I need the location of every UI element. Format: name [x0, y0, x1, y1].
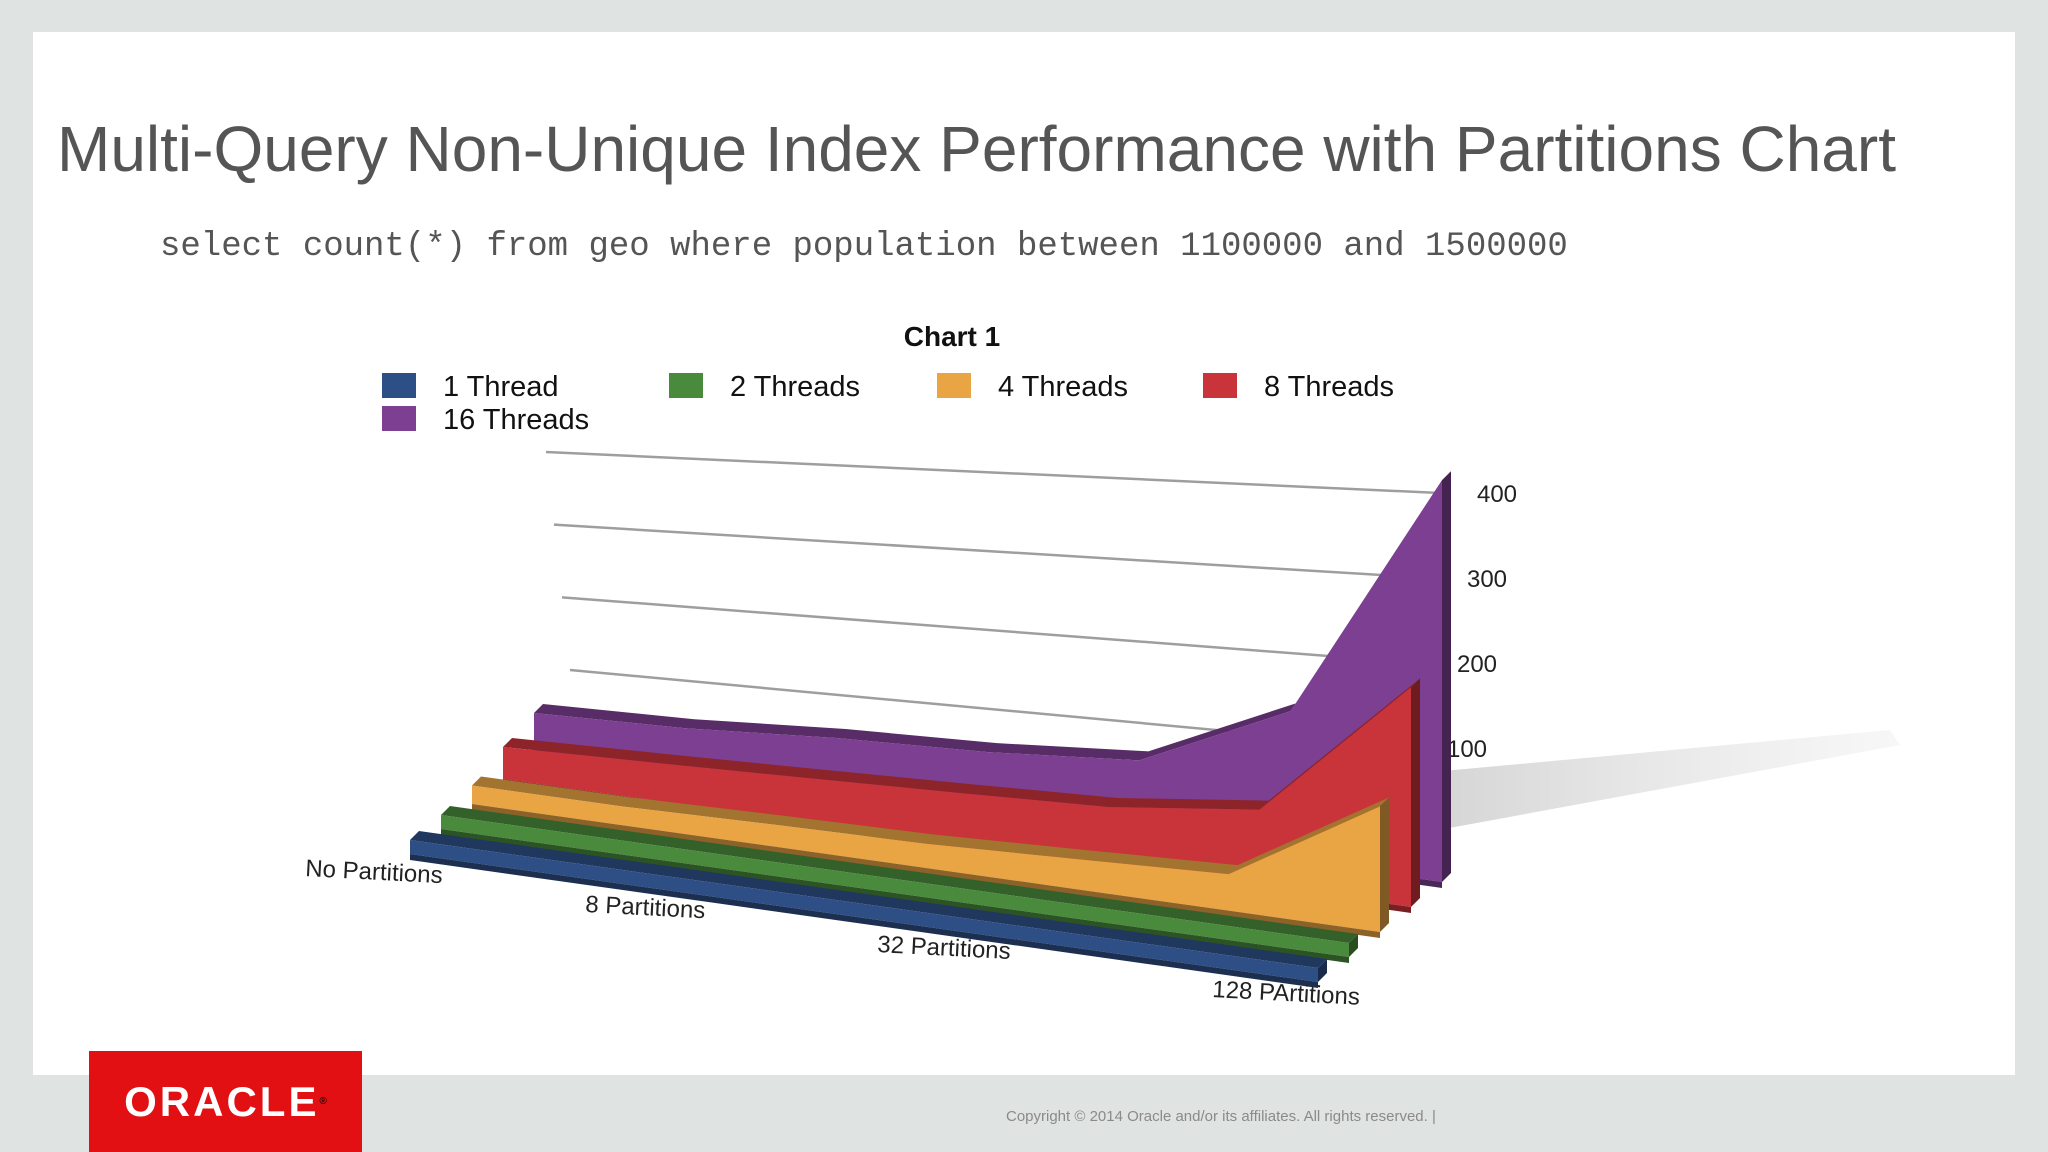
copyright-text: Copyright © 2014 Oracle and/or its affil…	[1006, 1108, 1436, 1125]
registered-mark: ®	[319, 1096, 327, 1107]
series-end-face	[1318, 959, 1327, 982]
series-4-threads	[472, 776, 1389, 938]
series-end-face	[1349, 934, 1358, 957]
category-label: 128 PArtitions	[1212, 976, 1361, 1011]
series-end-face	[1411, 678, 1420, 907]
series-edge	[441, 829, 1349, 963]
category-label: 8 Partitions	[585, 891, 706, 924]
series-cap	[441, 806, 1358, 943]
series-1-thread	[410, 831, 1327, 988]
query-text: select count(*) from geo where populatio…	[160, 228, 1568, 266]
chart-series	[410, 471, 1451, 988]
series-cap	[410, 831, 1327, 968]
legend-swatch	[382, 373, 416, 398]
gridline	[553, 523, 1431, 580]
legend-label: 16 Threads	[443, 404, 589, 436]
oracle-logo-text: ORACLE	[124, 1077, 320, 1125]
legend-label: 2 Threads	[730, 371, 860, 403]
series-cap	[503, 678, 1420, 810]
oracle-logo: ORACLE ®	[89, 1051, 362, 1152]
legend-swatch	[382, 406, 416, 431]
tick-label: 300	[1467, 566, 1507, 593]
series-2-threads	[441, 806, 1358, 963]
tick-label: 400	[1477, 481, 1517, 508]
series-area	[441, 815, 1349, 957]
category-label: No Partitions	[305, 855, 444, 889]
series-area	[410, 840, 1318, 982]
legend-label: 1 Thread	[443, 371, 559, 403]
legend-swatch	[1203, 373, 1237, 398]
page-title: Multi-Query Non-Unique Index Performance…	[57, 113, 1896, 185]
gridline	[545, 450, 1441, 495]
category-label: 32 Partitions	[877, 931, 1012, 965]
series-area	[503, 687, 1411, 907]
chart-title: Chart 1	[904, 321, 1000, 352]
legend-swatch	[937, 373, 971, 398]
tick-label: 200	[1457, 651, 1497, 678]
series-edge	[410, 854, 1318, 988]
chart-legend: 1 Thread 2 Threads 4 Threads 8 Threads 16 Th…	[382, 371, 1394, 436]
legend-label: 8 Threads	[1264, 371, 1394, 403]
series-edge	[472, 804, 1380, 938]
legend-label: 4 Threads	[998, 371, 1128, 403]
legend-swatch	[669, 373, 703, 398]
tick-label: 100	[1447, 736, 1487, 763]
series-end-face	[1380, 797, 1389, 932]
series-end-face	[1442, 471, 1451, 882]
series-area	[472, 785, 1380, 932]
chart-shadow	[1330, 730, 1900, 850]
gridline	[561, 596, 1421, 665]
